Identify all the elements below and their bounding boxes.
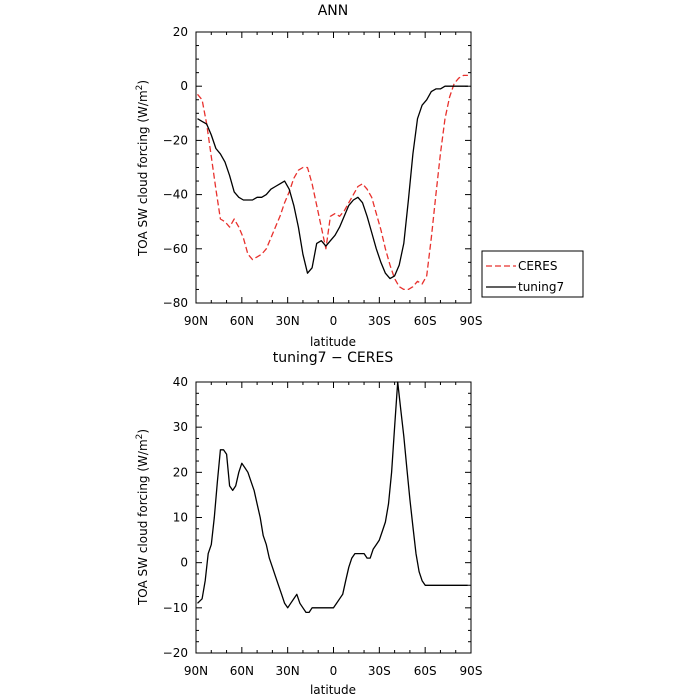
panel-top-y-axis: −80 −60 −40 −20 0 20	[163, 25, 471, 310]
panel-top-xlabel: latitude	[310, 335, 356, 349]
panel-top-ytick-label: 0	[180, 79, 188, 93]
panel-top-xtick-label: 30N	[276, 314, 300, 328]
panel-top-ylabel-sup: 2	[135, 85, 145, 91]
panel-bottom-ylabel: TOA SW cloud forcing (W/m2)	[135, 429, 150, 606]
panel-top-title: ANN	[318, 3, 349, 19]
panel-bottom-xtick-label: 0	[330, 664, 338, 678]
panel-bottom-ytick-label: 40	[173, 375, 188, 389]
panel-bottom-ytick-label: −20	[163, 646, 188, 660]
panel-top-ylabel: TOA SW cloud forcing (W/m2)	[135, 80, 150, 257]
panel-bottom-xlabel: latitude	[310, 683, 356, 697]
legend-label-tuning7: tuning7	[518, 280, 564, 294]
panel-top-xtick-label: 0	[330, 314, 338, 328]
legend: CERES tuning7	[481, 250, 584, 298]
legend-label-ceres: CERES	[518, 259, 558, 273]
panel-bottom-y-axis: −20 −10 0 10 20 30 40	[163, 375, 471, 660]
panel-top-ytick-label: −80	[163, 296, 188, 310]
panel-bottom-ytick-label: 30	[173, 420, 188, 434]
panel-top-xtick-label: 90N	[184, 314, 208, 328]
panel-bottom: tuning7 − CERES TOA SW cloud forcing (W/…	[135, 350, 482, 697]
panel-bottom-series-line-0	[197, 381, 468, 614]
panel-top-plot-frame	[195, 31, 472, 304]
panel-top-ytick-label: −60	[163, 242, 188, 256]
panel-bottom-series-layer	[197, 381, 468, 614]
panel-bottom-title: tuning7 − CERES	[273, 350, 394, 366]
panel-top-ylabel-close: )	[136, 80, 150, 85]
panel-top-series-line-ceres	[197, 74, 468, 291]
panel-top-xtick-label: 30S	[368, 314, 391, 328]
panel-bottom-xtick-label: 30N	[276, 664, 300, 678]
panel-bottom-ytick-label: 0	[180, 556, 188, 570]
panel-top-x-axis: 90N 60N 30N 0 30S 60S 90S	[184, 32, 483, 328]
panel-bottom-xtick-label: 90N	[184, 664, 208, 678]
panel-bottom-plot-frame	[195, 381, 472, 654]
panel-top-xtick-label: 60N	[230, 314, 254, 328]
panel-bottom-ytick-label: 10	[173, 511, 188, 525]
panel-bottom-xtick-label: 60N	[230, 664, 254, 678]
panel-bottom-ylabel-close: )	[136, 429, 150, 434]
panel-top-ytick-label: 20	[173, 25, 188, 39]
panel-top-xtick-label: 90S	[460, 314, 483, 328]
panel-bottom-ytick-label: −10	[163, 601, 188, 615]
panel-top: ANN TOA SW cloud forcing (W/m2) latitude…	[135, 3, 482, 349]
panel-bottom-xtick-label: 30S	[368, 664, 391, 678]
panel-top-ytick-label: −40	[163, 188, 188, 202]
panel-bottom-xtick-label: 60S	[414, 664, 437, 678]
panel-bottom-ytick-label: 20	[173, 465, 188, 479]
panel-bottom-ylabel-main: TOA SW cloud forcing (W/m	[136, 439, 150, 606]
panel-top-series-line-tuning7	[197, 85, 468, 280]
panel-top-ylabel-main: TOA SW cloud forcing (W/m	[136, 90, 150, 257]
panel-bottom-xtick-label: 90S	[460, 664, 483, 678]
panel-top-ytick-label: −20	[163, 133, 188, 147]
legend-box	[481, 250, 584, 298]
panel-bottom-x-axis: 90N 60N 30N 0 30S 60S 90S	[184, 382, 483, 678]
panel-bottom-ylabel-sup: 2	[135, 434, 145, 440]
panel-top-series-layer	[197, 74, 468, 291]
panel-top-xtick-label: 60S	[414, 314, 437, 328]
